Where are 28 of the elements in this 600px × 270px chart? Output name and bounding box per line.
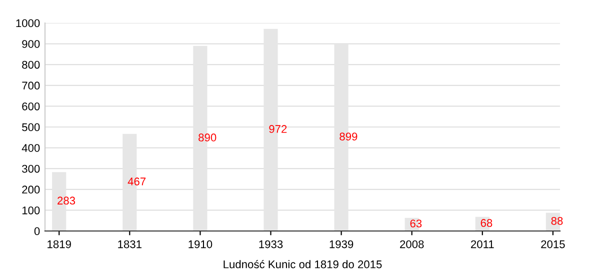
x-tick-label: 2015: [541, 240, 565, 248]
y-tick-label: 300: [22, 164, 40, 173]
x-tick-label: 2008: [400, 240, 424, 248]
y-tick-label: 900: [22, 40, 40, 48]
y-tick-label: 800: [22, 60, 40, 69]
x-tick-label: 1819: [48, 240, 71, 248]
x-tick-label: 1933: [259, 240, 283, 248]
y-tick-label: 600: [22, 102, 40, 110]
data-label: 467: [128, 178, 146, 186]
x-tick-label: 1831: [118, 240, 142, 248]
data-label: 972: [269, 125, 287, 133]
y-tick-label: 1000: [16, 19, 40, 28]
y-tick-label: 100: [22, 206, 40, 214]
x-tick-label: 1939: [330, 240, 354, 248]
y-tick-label: 0: [34, 227, 40, 236]
x-axis-title: Ludność Kunic od 1819 do 2015: [224, 260, 382, 268]
data-label: 88: [551, 216, 563, 225]
data-label: 68: [480, 219, 492, 227]
data-label: 899: [340, 132, 358, 140]
y-tick-label: 400: [22, 144, 40, 152]
y-tick-label: 700: [22, 82, 40, 90]
y-tick-label: 200: [22, 186, 40, 194]
data-label: 283: [58, 196, 76, 205]
x-tick-label: 1910: [188, 240, 212, 248]
y-tick-label: 500: [22, 123, 40, 132]
x-tick-label: 2011: [471, 240, 494, 248]
data-label: 63: [410, 220, 422, 228]
data-label: 890: [198, 134, 216, 142]
